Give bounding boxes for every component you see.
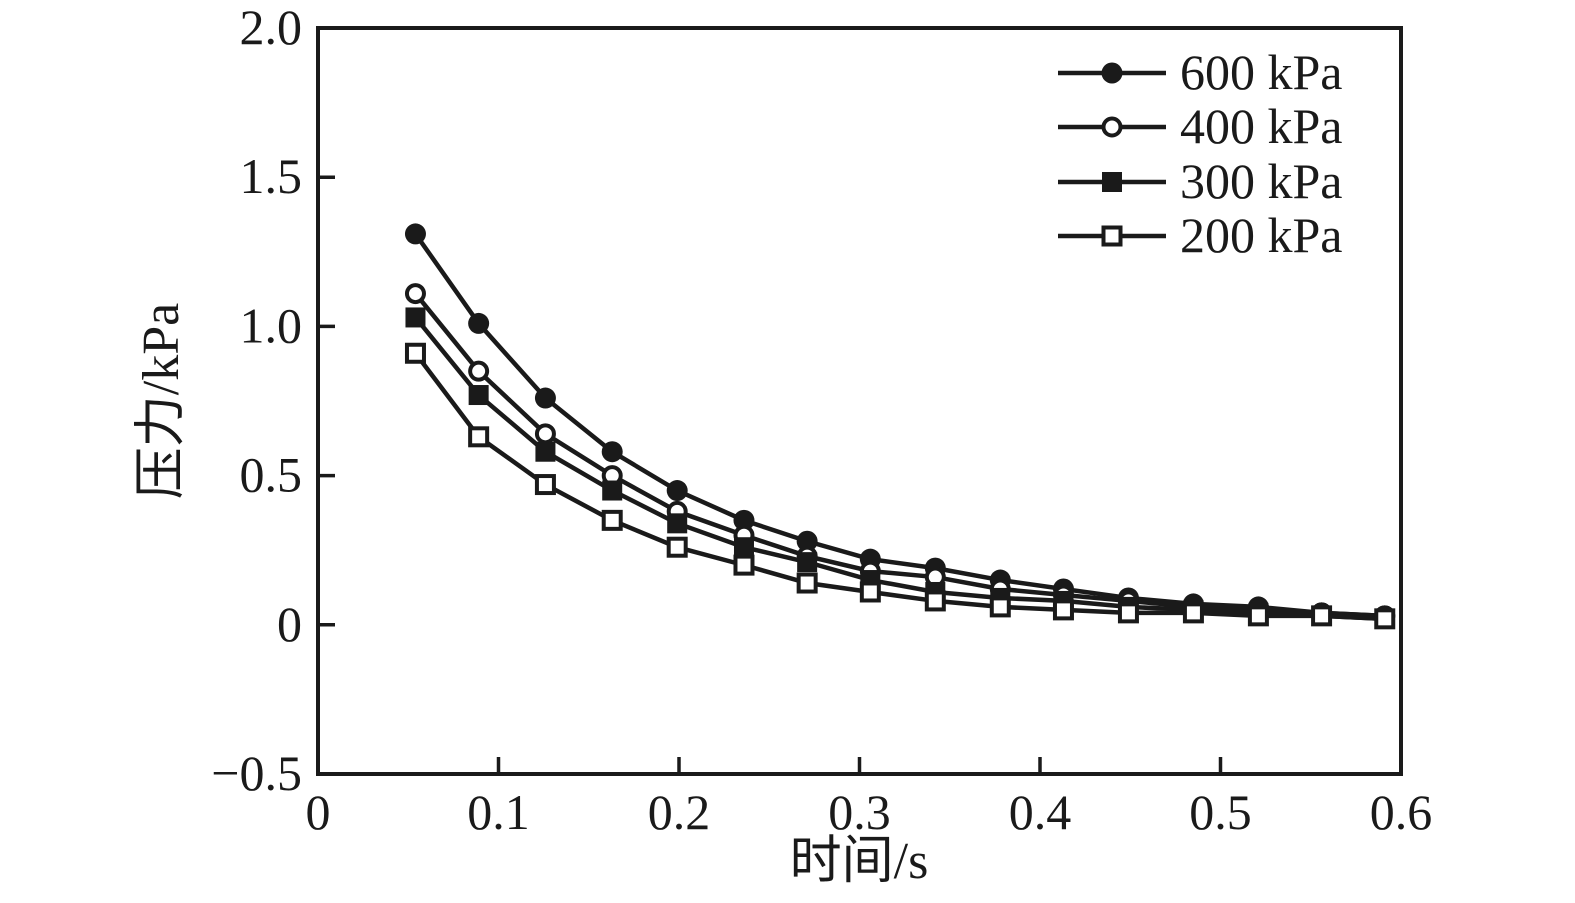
marker-filled-circle bbox=[733, 509, 755, 531]
marker-open-square bbox=[468, 426, 490, 448]
marker-open-square bbox=[666, 536, 688, 558]
marker-filled-square bbox=[405, 307, 426, 328]
marker-filled-circle bbox=[404, 223, 426, 245]
legend-label: 600 kPa bbox=[1180, 44, 1343, 100]
marker-filled-circle bbox=[796, 530, 818, 552]
marker-filled-square bbox=[535, 441, 556, 462]
marker-open-circle bbox=[404, 283, 426, 305]
marker-filled-circle bbox=[534, 387, 556, 409]
x-tick-label: 0.4 bbox=[1009, 784, 1072, 840]
marker-filled-square bbox=[602, 480, 623, 501]
marker-open-square bbox=[1374, 608, 1396, 630]
marker-open-square bbox=[733, 554, 755, 576]
series-line bbox=[413, 292, 1385, 619]
marker-open-square bbox=[1311, 605, 1333, 627]
y-tick-label: 1.0 bbox=[240, 297, 303, 353]
series-line bbox=[413, 351, 1385, 622]
x-tick-label: 0 bbox=[306, 784, 331, 840]
marker-open-square bbox=[924, 590, 946, 612]
marker-filled-circle bbox=[468, 312, 490, 334]
marker-filled-square bbox=[797, 552, 818, 573]
y-tick-label: 2.0 bbox=[240, 0, 303, 55]
marker-open-circle bbox=[468, 360, 490, 382]
plot-area: 0 0.1 0.2 0.3 0.4 0.5 0.6−0.500.51.01.52.0 bbox=[211, 0, 1432, 840]
x-tick-label: 0.5 bbox=[1189, 784, 1252, 840]
y-tick-label: 0 bbox=[277, 596, 302, 652]
x-axis-label: 时间/s bbox=[790, 833, 929, 890]
legend-item: 200 kPa bbox=[1058, 207, 1343, 263]
marker-open-circle bbox=[534, 423, 556, 445]
y-tick-label: 0.5 bbox=[240, 447, 303, 503]
marker-filled-circle bbox=[601, 441, 623, 463]
marker-filled-square bbox=[468, 385, 489, 406]
series-600-kPa bbox=[404, 223, 1396, 627]
marker-open-square bbox=[404, 342, 426, 364]
marker-filled-square bbox=[667, 513, 688, 534]
marker-open-square bbox=[534, 474, 556, 496]
x-tick-label: 0.2 bbox=[648, 784, 711, 840]
series-300-kPa bbox=[405, 307, 1395, 629]
marker-open-circle bbox=[1101, 116, 1123, 138]
marker-filled-circle bbox=[1101, 62, 1123, 84]
y-tick-label: −0.5 bbox=[211, 745, 302, 801]
marker-open-square bbox=[1101, 225, 1123, 247]
marker-open-square bbox=[1247, 605, 1269, 627]
marker-open-square bbox=[1182, 602, 1204, 624]
x-tick-label: 0.3 bbox=[828, 784, 891, 840]
y-axis-label: 压力/kPa bbox=[133, 303, 190, 499]
series-200-kPa bbox=[404, 342, 1396, 630]
series-line bbox=[413, 232, 1385, 619]
legend-item: 600 kPa bbox=[1058, 44, 1343, 100]
legend-item: 300 kPa bbox=[1058, 153, 1343, 209]
legend-label: 300 kPa bbox=[1180, 153, 1343, 209]
marker-filled-circle bbox=[666, 480, 688, 502]
marker-open-square bbox=[859, 581, 881, 603]
marker-filled-square bbox=[733, 537, 754, 558]
marker-open-square bbox=[989, 596, 1011, 618]
legend-label: 200 kPa bbox=[1180, 207, 1343, 263]
marker-open-square bbox=[601, 509, 623, 531]
x-tick-label: 0.1 bbox=[467, 784, 530, 840]
marker-open-square bbox=[1052, 599, 1074, 621]
legend-label: 400 kPa bbox=[1180, 98, 1343, 154]
series-line bbox=[413, 316, 1385, 622]
marker-open-square bbox=[796, 572, 818, 594]
marker-open-square bbox=[1117, 602, 1139, 624]
y-tick-label: 1.5 bbox=[240, 148, 303, 204]
legend-item: 400 kPa bbox=[1058, 98, 1343, 154]
marker-filled-square bbox=[1102, 172, 1122, 192]
x-tick-label: 0.6 bbox=[1370, 784, 1433, 840]
